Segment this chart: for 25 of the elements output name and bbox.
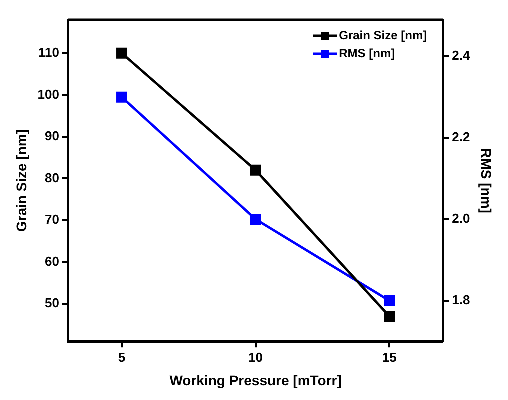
x-tick-label: 5 xyxy=(118,350,126,365)
point xyxy=(250,214,262,225)
point xyxy=(116,48,128,59)
y-axis-title: Grain Size [nm] xyxy=(13,129,30,232)
x-axis-title: Working Pressure [mTorr] xyxy=(170,372,342,388)
point xyxy=(384,311,396,322)
y2-tick-label: 2.4 xyxy=(452,48,471,64)
legend-label: Grain Size [nm] xyxy=(339,28,428,42)
legend-label: RMS [nm] xyxy=(339,46,396,60)
y-tick-label: 80 xyxy=(45,170,60,186)
y-tick-label: 50 xyxy=(45,296,60,311)
y-tick-label: 70 xyxy=(45,212,60,228)
y2-tick-label: 2.0 xyxy=(452,211,470,226)
y2-axis-title: RMS [nm] xyxy=(478,148,495,214)
x-tick-label: 15 xyxy=(382,350,397,365)
y-tick-label: 100 xyxy=(38,86,60,102)
y2-tick-label: 2.2 xyxy=(452,130,470,145)
y-tick-label: 110 xyxy=(38,44,60,60)
x-tick-label: 10 xyxy=(248,350,264,365)
y2-tick-label: 1.8 xyxy=(452,292,470,308)
y-tick-label: 90 xyxy=(45,128,60,144)
y-tick-label: 60 xyxy=(45,254,60,269)
point xyxy=(384,295,396,306)
point xyxy=(250,164,262,176)
point xyxy=(116,92,128,103)
